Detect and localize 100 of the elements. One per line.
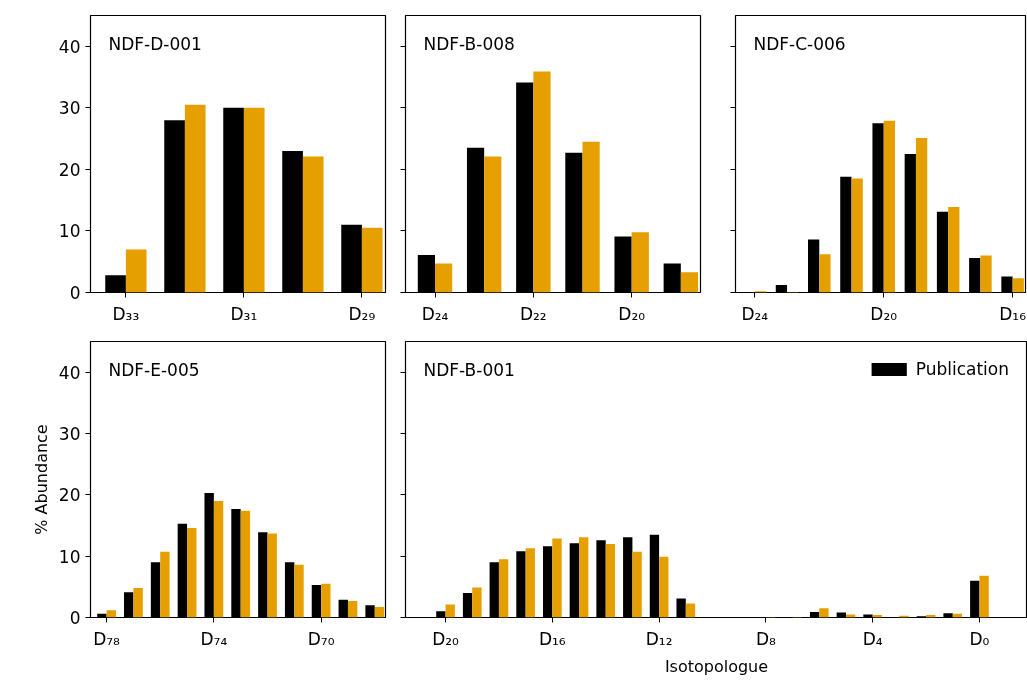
y-tick-label: 20 xyxy=(58,485,81,506)
bar xyxy=(980,255,992,293)
bar xyxy=(851,178,863,293)
x-tick-label: D₄ xyxy=(862,628,883,649)
bar xyxy=(294,564,304,618)
bar xyxy=(845,614,856,618)
bar xyxy=(231,508,241,618)
bar xyxy=(840,176,852,293)
y-tick-label: 40 xyxy=(58,36,81,57)
y-tick-label: 0 xyxy=(69,608,81,628)
bar xyxy=(659,556,669,618)
bar xyxy=(948,206,960,293)
bar xyxy=(1012,278,1024,293)
bar xyxy=(177,523,188,618)
bar xyxy=(150,562,161,618)
bar xyxy=(302,156,324,293)
x-tick-label: D₃₃ xyxy=(112,303,140,324)
bar xyxy=(525,548,535,618)
x-tick-label: D₃₁ xyxy=(230,303,258,324)
y-tick-label: 10 xyxy=(58,546,81,567)
y-tick-label: 10 xyxy=(58,221,81,242)
x-tick-label: D₁₆ xyxy=(999,303,1027,324)
x-tick-label: D₇₈ xyxy=(93,628,121,649)
bar xyxy=(808,239,820,293)
bar xyxy=(365,605,375,618)
bar xyxy=(565,152,583,293)
bar xyxy=(187,527,197,618)
bar xyxy=(125,249,147,293)
x-tick-label: D₂₀ xyxy=(432,628,460,649)
bar xyxy=(676,598,686,618)
bar xyxy=(979,575,989,618)
bar xyxy=(552,538,562,618)
bar xyxy=(347,600,358,618)
bar xyxy=(969,258,981,293)
x-tick-label: D₇₀ xyxy=(307,628,335,649)
bar xyxy=(435,263,453,293)
y-tick-label: 30 xyxy=(58,424,81,444)
y-tick-label: 40 xyxy=(58,362,81,383)
bar xyxy=(498,559,509,618)
legend-label: Publication xyxy=(915,359,1009,379)
x-tick-label: D₁₂ xyxy=(645,628,673,649)
bar xyxy=(649,534,660,618)
bar xyxy=(582,141,600,293)
bar xyxy=(106,610,116,618)
bar xyxy=(484,156,502,293)
bar xyxy=(284,562,295,618)
bar xyxy=(164,120,185,293)
x-tick-label: D₂₀ xyxy=(618,303,646,324)
bar xyxy=(904,154,916,293)
bar xyxy=(160,551,170,618)
bar xyxy=(213,500,224,618)
text: NDF-D-001 xyxy=(108,33,202,54)
bar xyxy=(623,537,633,618)
x-tick-label: D₂₉ xyxy=(348,303,376,324)
text: NDF-E-005 xyxy=(108,359,200,380)
y-tick-label: 20 xyxy=(58,159,81,180)
bar xyxy=(184,104,206,293)
x-tick-label: D₀ xyxy=(969,628,990,649)
bar xyxy=(970,580,980,618)
x-tick-label: D₈ xyxy=(755,628,777,649)
bar xyxy=(631,232,649,293)
bar xyxy=(462,592,473,618)
bar xyxy=(579,537,589,618)
bar xyxy=(533,71,551,293)
bar xyxy=(632,551,642,618)
text: NDF-B-008 xyxy=(423,33,515,54)
x-tick-label: D₁₆ xyxy=(538,628,566,649)
bar xyxy=(680,272,699,293)
bar xyxy=(374,607,385,618)
bar xyxy=(472,587,482,618)
bar xyxy=(240,510,251,618)
bar xyxy=(258,532,268,618)
bar xyxy=(417,254,435,293)
bar xyxy=(516,82,534,293)
bar xyxy=(338,599,348,618)
bar xyxy=(321,583,331,618)
y-tick-label: 0 xyxy=(69,283,81,303)
bar xyxy=(466,147,485,293)
bar xyxy=(445,604,455,618)
bar xyxy=(663,263,681,293)
bar xyxy=(361,227,383,293)
text: NDF-B-001 xyxy=(423,359,515,380)
bar xyxy=(936,211,949,293)
bar xyxy=(819,254,831,293)
x-tick-label: D₇₄ xyxy=(200,628,228,649)
bar xyxy=(282,150,303,293)
bar xyxy=(124,592,134,618)
bar xyxy=(883,120,895,293)
bar xyxy=(943,613,953,618)
bar xyxy=(133,588,143,618)
bar xyxy=(596,540,606,618)
bar xyxy=(569,543,580,618)
bar xyxy=(685,603,696,618)
x-tick-label: D₂₀ xyxy=(870,303,898,324)
x-tick-label: D₂₄ xyxy=(741,303,769,324)
bar xyxy=(267,533,277,618)
text: NDF-C-006 xyxy=(753,33,846,54)
bar xyxy=(775,285,788,293)
bar xyxy=(542,546,553,618)
bar xyxy=(311,584,322,618)
